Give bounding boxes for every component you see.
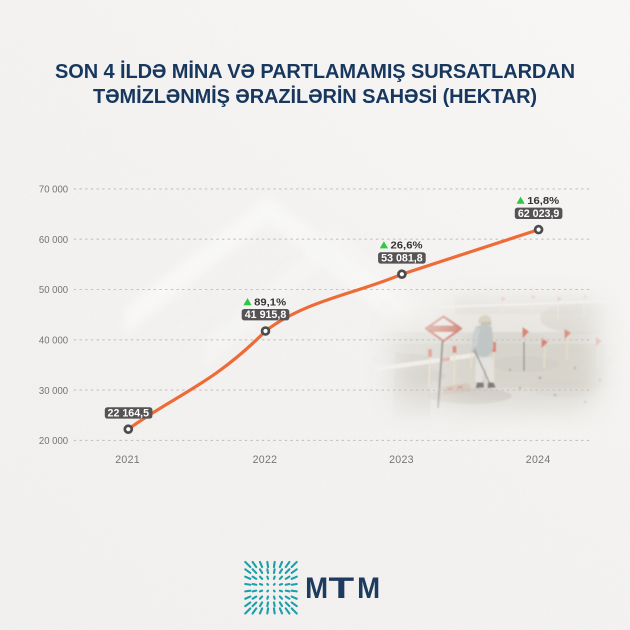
svg-text:2023: 2023 xyxy=(389,454,414,466)
svg-text:62 023,9: 62 023,9 xyxy=(518,208,560,220)
svg-text:53 081,8: 53 081,8 xyxy=(381,252,423,264)
svg-text:26,6%: 26,6% xyxy=(391,241,423,252)
svg-text:70 000: 70 000 xyxy=(39,185,68,196)
svg-text:40 000: 40 000 xyxy=(39,336,68,347)
svg-text:89,1%: 89,1% xyxy=(254,297,286,308)
svg-text:41 915,8: 41 915,8 xyxy=(245,309,287,321)
svg-text:50 000: 50 000 xyxy=(39,285,68,296)
svg-text:30 000: 30 000 xyxy=(39,386,68,397)
svg-text:60 000: 60 000 xyxy=(39,235,68,246)
svg-text:2024: 2024 xyxy=(526,454,551,466)
svg-text:2022: 2022 xyxy=(253,454,278,466)
svg-text:16,8%: 16,8% xyxy=(527,196,559,207)
svg-text:22 164,5: 22 164,5 xyxy=(108,407,150,419)
svg-text:2021: 2021 xyxy=(115,454,140,466)
svg-text:20 000: 20 000 xyxy=(39,436,68,447)
